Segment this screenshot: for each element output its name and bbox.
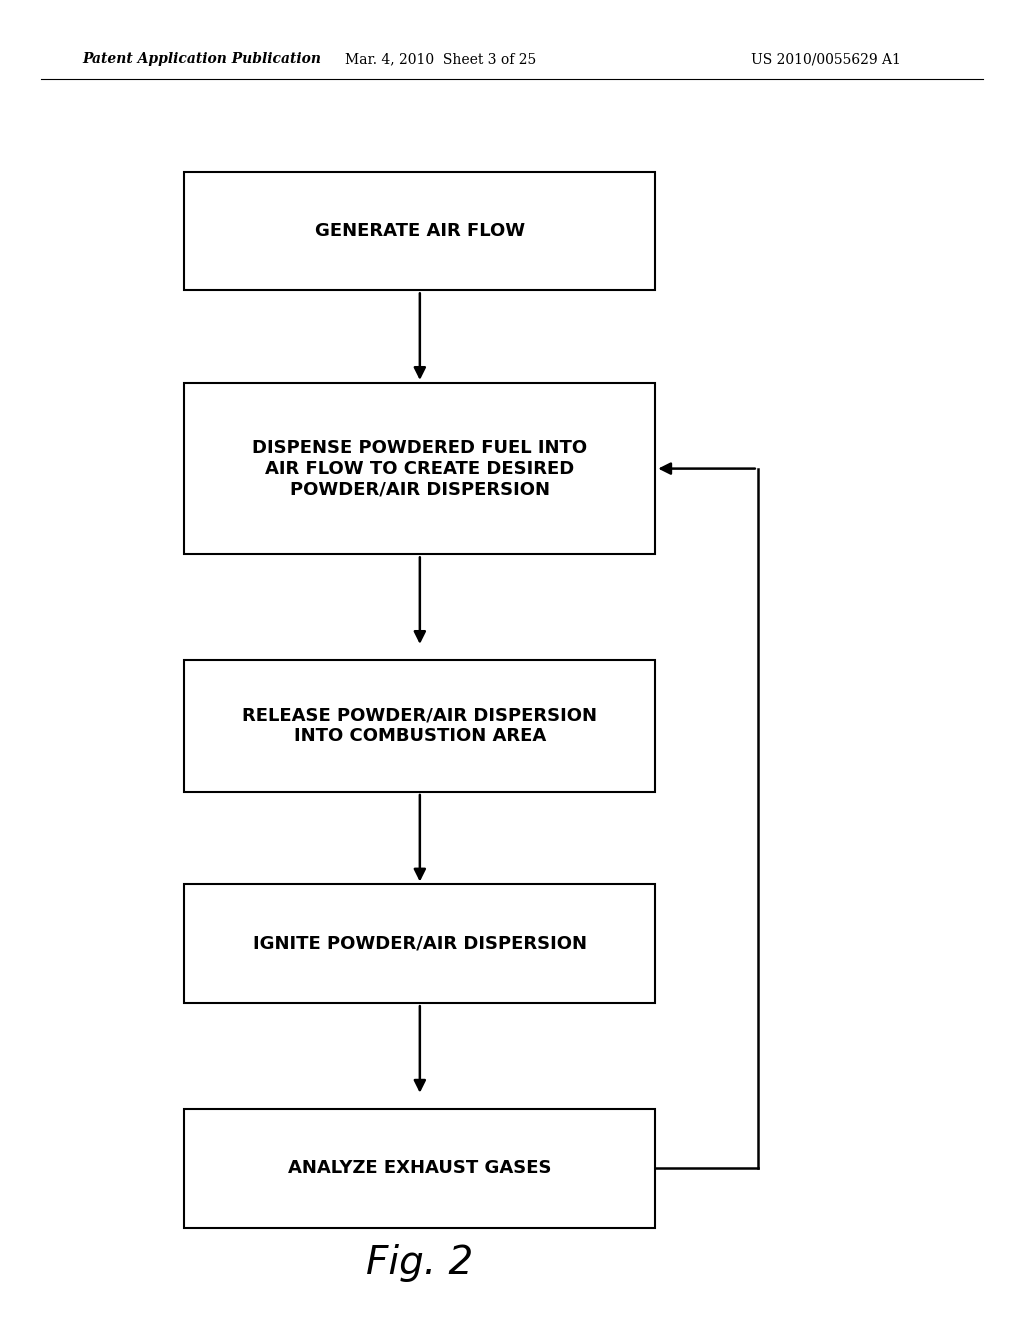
Text: GENERATE AIR FLOW: GENERATE AIR FLOW	[314, 222, 525, 240]
Text: US 2010/0055629 A1: US 2010/0055629 A1	[752, 53, 901, 66]
FancyBboxPatch shape	[184, 1109, 655, 1228]
Text: Patent Application Publication: Patent Application Publication	[82, 53, 321, 66]
Text: Fig. 2: Fig. 2	[367, 1245, 473, 1282]
Text: DISPENSE POWDERED FUEL INTO
AIR FLOW TO CREATE DESIRED
POWDER/AIR DISPERSION: DISPENSE POWDERED FUEL INTO AIR FLOW TO …	[252, 438, 588, 499]
FancyBboxPatch shape	[184, 383, 655, 554]
Text: Mar. 4, 2010  Sheet 3 of 25: Mar. 4, 2010 Sheet 3 of 25	[345, 53, 536, 66]
Text: RELEASE POWDER/AIR DISPERSION
INTO COMBUSTION AREA: RELEASE POWDER/AIR DISPERSION INTO COMBU…	[243, 706, 597, 746]
FancyBboxPatch shape	[184, 660, 655, 792]
FancyBboxPatch shape	[184, 172, 655, 290]
FancyBboxPatch shape	[184, 884, 655, 1003]
Text: ANALYZE EXHAUST GASES: ANALYZE EXHAUST GASES	[288, 1159, 552, 1177]
Text: IGNITE POWDER/AIR DISPERSION: IGNITE POWDER/AIR DISPERSION	[253, 935, 587, 953]
